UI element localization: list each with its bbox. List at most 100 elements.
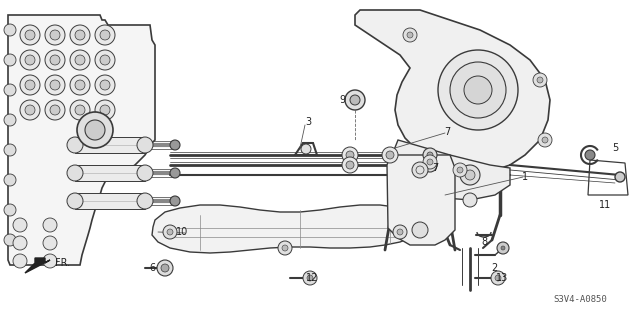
Text: 13: 13 <box>496 273 508 283</box>
Circle shape <box>67 137 83 153</box>
Circle shape <box>20 100 40 120</box>
Text: 10: 10 <box>176 227 188 237</box>
Circle shape <box>77 112 113 148</box>
Circle shape <box>346 151 354 159</box>
Circle shape <box>497 242 509 254</box>
Circle shape <box>342 157 358 173</box>
Circle shape <box>170 168 180 178</box>
Circle shape <box>4 114 16 126</box>
Circle shape <box>100 105 110 115</box>
Circle shape <box>13 218 27 232</box>
Circle shape <box>100 80 110 90</box>
Text: 9: 9 <box>339 95 345 105</box>
Polygon shape <box>75 137 145 153</box>
Polygon shape <box>390 140 510 200</box>
Circle shape <box>463 193 477 207</box>
Circle shape <box>95 75 115 95</box>
Circle shape <box>45 25 65 45</box>
Circle shape <box>585 150 595 160</box>
Circle shape <box>85 120 105 140</box>
Circle shape <box>427 152 433 158</box>
Circle shape <box>4 24 16 36</box>
Circle shape <box>457 167 463 173</box>
Circle shape <box>43 254 57 268</box>
Circle shape <box>346 161 354 169</box>
Circle shape <box>95 100 115 120</box>
Text: 3: 3 <box>305 117 311 127</box>
Circle shape <box>453 163 467 177</box>
Circle shape <box>278 241 292 255</box>
Circle shape <box>161 264 169 272</box>
Circle shape <box>20 50 40 70</box>
Circle shape <box>397 229 403 235</box>
Circle shape <box>25 105 35 115</box>
Circle shape <box>538 133 552 147</box>
Circle shape <box>542 137 548 143</box>
Text: 7: 7 <box>432 163 438 173</box>
Polygon shape <box>387 155 455 245</box>
Circle shape <box>25 55 35 65</box>
Circle shape <box>4 174 16 186</box>
Circle shape <box>20 75 40 95</box>
Circle shape <box>45 50 65 70</box>
Circle shape <box>501 246 505 250</box>
Circle shape <box>423 155 437 169</box>
Circle shape <box>282 245 288 251</box>
Text: 2: 2 <box>491 263 497 273</box>
Circle shape <box>43 218 57 232</box>
Circle shape <box>4 144 16 156</box>
Circle shape <box>167 229 173 235</box>
Circle shape <box>460 165 480 185</box>
Circle shape <box>45 100 65 120</box>
Circle shape <box>393 225 407 239</box>
Circle shape <box>67 193 83 209</box>
Circle shape <box>75 105 85 115</box>
Circle shape <box>75 80 85 90</box>
Polygon shape <box>25 258 50 273</box>
Circle shape <box>423 158 437 172</box>
Circle shape <box>50 55 60 65</box>
Circle shape <box>427 162 433 168</box>
Circle shape <box>423 148 437 162</box>
Circle shape <box>412 222 428 238</box>
Circle shape <box>70 100 90 120</box>
Circle shape <box>50 105 60 115</box>
Circle shape <box>495 275 501 281</box>
Circle shape <box>95 50 115 70</box>
Circle shape <box>100 55 110 65</box>
Circle shape <box>345 90 365 110</box>
Text: 5: 5 <box>612 143 618 153</box>
Polygon shape <box>355 10 550 172</box>
Circle shape <box>4 54 16 66</box>
Polygon shape <box>152 205 418 253</box>
Circle shape <box>464 76 492 104</box>
Circle shape <box>70 50 90 70</box>
Circle shape <box>438 50 518 130</box>
Circle shape <box>43 236 57 250</box>
Circle shape <box>45 75 65 95</box>
Text: 8: 8 <box>481 237 487 247</box>
Circle shape <box>163 225 177 239</box>
Circle shape <box>4 204 16 216</box>
Circle shape <box>137 165 153 181</box>
Circle shape <box>465 170 475 180</box>
Circle shape <box>301 144 311 154</box>
Circle shape <box>13 254 27 268</box>
Text: FR.: FR. <box>55 258 70 268</box>
Circle shape <box>427 159 433 165</box>
Text: 1: 1 <box>522 172 528 182</box>
Circle shape <box>533 73 547 87</box>
Circle shape <box>67 165 83 181</box>
Circle shape <box>4 234 16 246</box>
Circle shape <box>342 147 358 163</box>
Circle shape <box>50 30 60 40</box>
Circle shape <box>137 137 153 153</box>
Text: 6: 6 <box>149 263 155 273</box>
Circle shape <box>75 30 85 40</box>
Circle shape <box>403 28 417 42</box>
Circle shape <box>50 80 60 90</box>
Circle shape <box>157 260 173 276</box>
Circle shape <box>4 84 16 96</box>
Circle shape <box>407 32 413 38</box>
Circle shape <box>170 196 180 206</box>
